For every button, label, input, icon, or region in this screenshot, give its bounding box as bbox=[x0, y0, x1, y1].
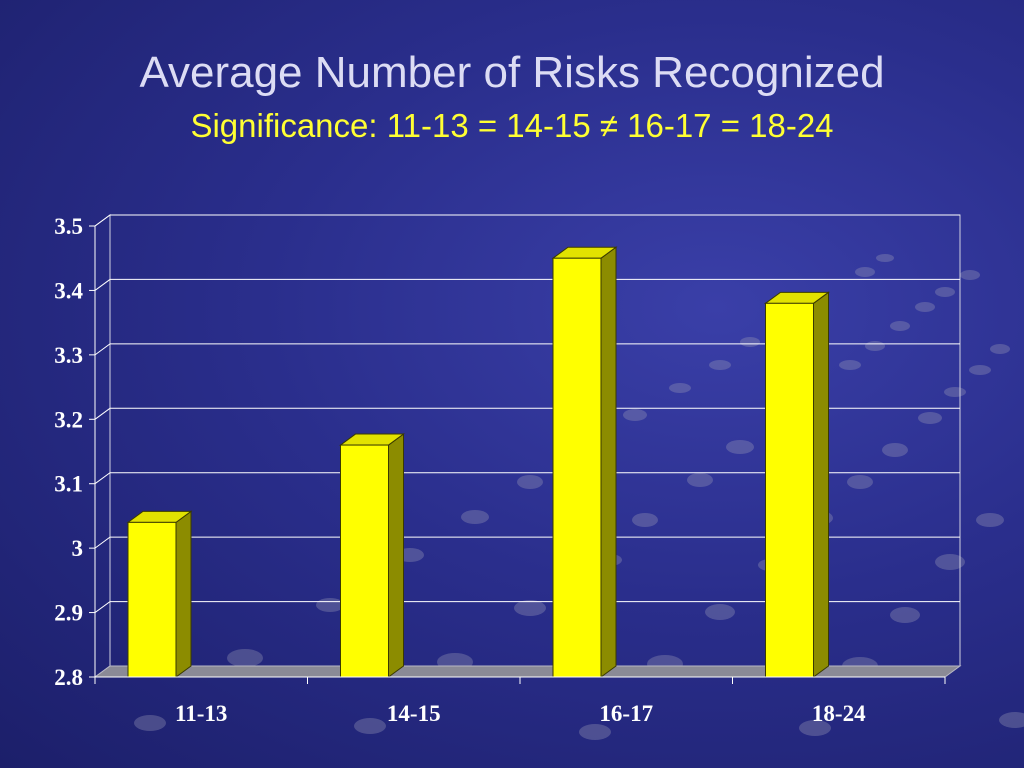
bar-11-13 bbox=[126, 510, 193, 678]
bar-18-24 bbox=[763, 291, 831, 678]
y-tick-label: 3.3 bbox=[54, 343, 83, 368]
bar-16-17 bbox=[551, 246, 618, 678]
gridline bbox=[94, 536, 960, 549]
y-tick-label: 2.9 bbox=[54, 601, 83, 626]
y-tick-label: 3.1 bbox=[54, 472, 83, 497]
gridline bbox=[94, 407, 960, 420]
bar-front bbox=[340, 444, 389, 678]
plot-side-wall bbox=[94, 214, 111, 678]
y-tick-label: 3 bbox=[72, 536, 84, 561]
gridline bbox=[94, 343, 960, 356]
bar-side bbox=[813, 291, 829, 678]
x-axis: 11-13 14-15 16-17 18-24 bbox=[94, 676, 946, 726]
y-tick-label: 3.5 bbox=[54, 214, 83, 239]
gridline bbox=[94, 214, 960, 227]
bar-14-15 bbox=[338, 433, 406, 678]
x-tick-label: 16-17 bbox=[599, 701, 653, 726]
bar-front bbox=[552, 257, 602, 678]
bar-side bbox=[388, 433, 404, 678]
chart-floor bbox=[93, 665, 962, 678]
bar-front bbox=[127, 521, 177, 678]
gridline bbox=[94, 601, 960, 613]
slide-title: Average Number of Risks Recognized bbox=[139, 48, 885, 97]
gridline bbox=[94, 472, 960, 485]
slide-subtitle: Significance: 11-13 = 14-15 ≠ 16-17 = 18… bbox=[190, 107, 834, 144]
bar-side bbox=[600, 246, 617, 678]
bars bbox=[126, 246, 831, 678]
y-tick-label: 2.8 bbox=[54, 665, 83, 690]
x-tick-label: 11-13 bbox=[175, 701, 227, 726]
gridline bbox=[94, 278, 960, 291]
bar-side bbox=[175, 510, 192, 678]
floor-plane bbox=[93, 665, 962, 678]
y-tick-label: 3.2 bbox=[54, 407, 83, 432]
x-tick-label: 18-24 bbox=[812, 701, 866, 726]
y-axis: 3.5 3.4 3.3 3.2 3.1 3 2.9 2.8 bbox=[54, 214, 96, 690]
gridlines bbox=[94, 214, 960, 613]
y-tick-label: 3.4 bbox=[54, 278, 83, 303]
bar-front bbox=[765, 302, 814, 678]
plot-back-wall bbox=[109, 214, 961, 667]
x-tick-label: 14-15 bbox=[387, 701, 441, 726]
